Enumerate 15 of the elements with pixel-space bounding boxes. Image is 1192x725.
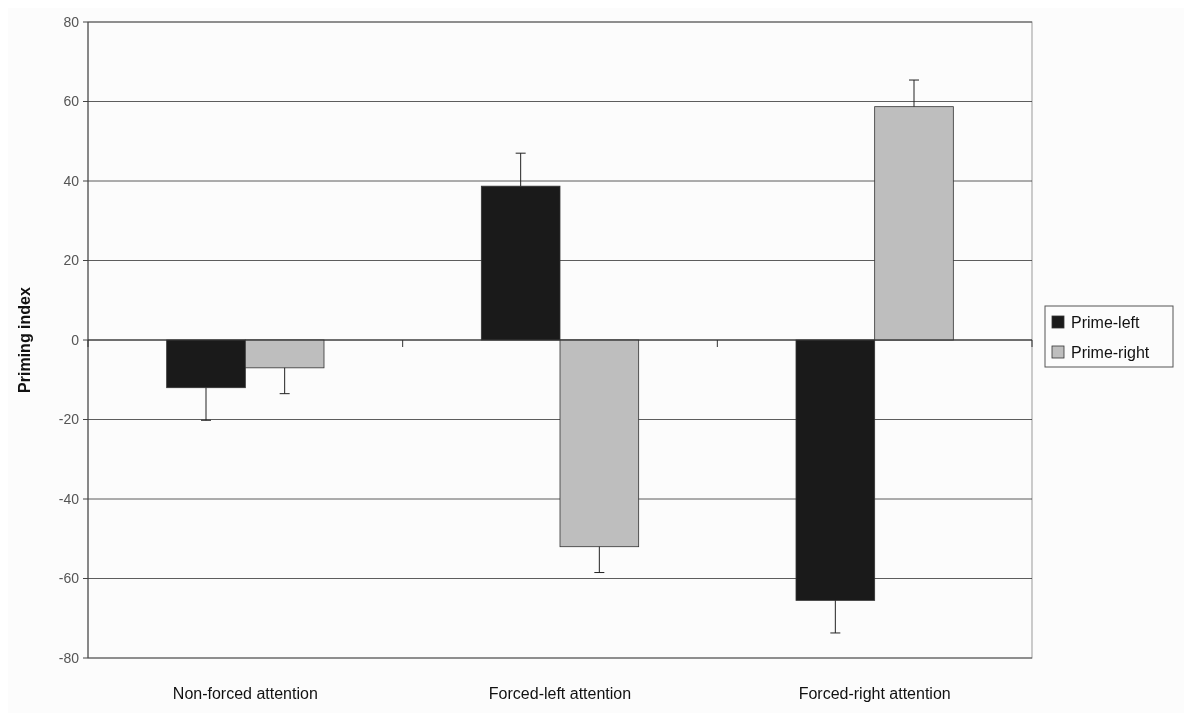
y-tick-label: 20: [63, 252, 80, 269]
y-tick-label: 40: [63, 172, 80, 189]
y-tick-label: 60: [63, 93, 80, 110]
y-tick-label: 80: [63, 13, 80, 30]
x-tick-label: Non-forced attention: [172, 685, 318, 702]
y-tick-label: -80: [58, 649, 80, 666]
y-tick-label: -40: [58, 490, 80, 507]
y-axis-title: Priming index: [16, 287, 33, 393]
y-tick-label: 0: [71, 331, 80, 348]
y-tick-label: -60: [58, 570, 80, 587]
legend-label: Prime-right: [1071, 343, 1150, 361]
x-tick-label: Forced-left attention: [488, 685, 632, 702]
legend-label: Prime-left: [1071, 313, 1141, 331]
x-tick-label: Forced-right attention: [798, 685, 951, 702]
y-tick-label: -20: [58, 411, 80, 428]
